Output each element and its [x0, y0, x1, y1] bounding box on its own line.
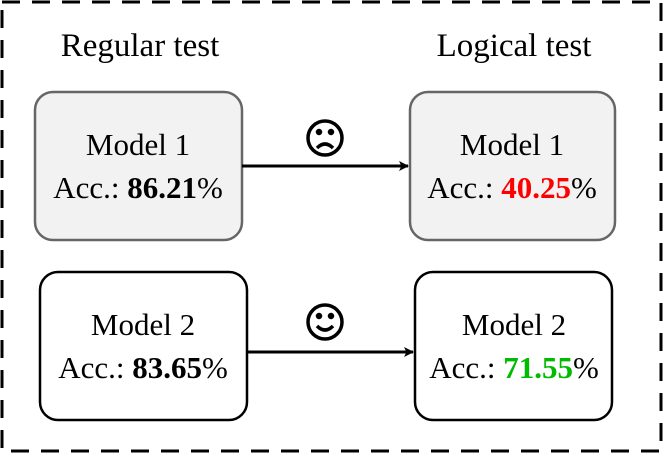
box	[413, 270, 614, 422]
accuracy: Acc.: 86.21%	[53, 170, 223, 205]
smile-face	[306, 303, 344, 341]
model-name: Model 1	[460, 127, 564, 162]
sad-face	[306, 119, 344, 157]
accuracy: Acc.: 71.55%	[429, 350, 599, 385]
box	[33, 90, 244, 242]
accuracy: Acc.: 40.25%	[427, 170, 597, 205]
box	[38, 270, 249, 422]
model-name: Model 2	[91, 307, 195, 342]
model-name: Model 2	[462, 307, 566, 342]
accuracy: Acc.: 83.65%	[58, 350, 228, 385]
model-name: Model 1	[86, 127, 190, 162]
box	[408, 90, 617, 242]
header: Logical test	[437, 28, 592, 64]
header: Regular test	[61, 28, 220, 64]
